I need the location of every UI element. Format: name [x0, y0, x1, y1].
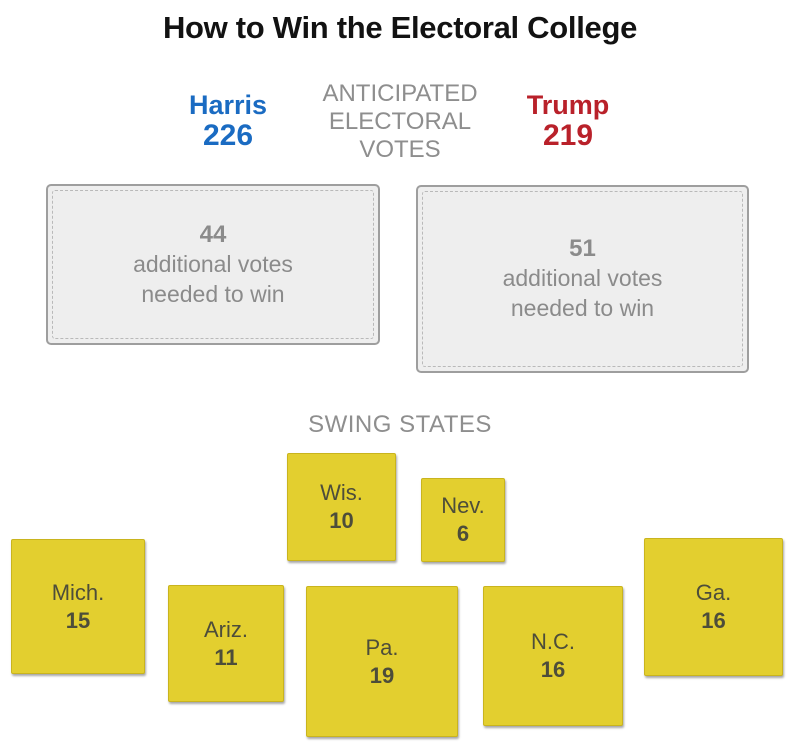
harris-name: Harris	[188, 90, 268, 120]
state-name: Nev.	[441, 493, 485, 518]
state-name: Mich.	[51, 579, 105, 605]
harris-needed-text-line1: additional votes	[133, 250, 293, 277]
trump-needed-text-line2: needed to win	[510, 295, 655, 321]
state-tile-nevada[interactable]: Nev. 6	[421, 478, 505, 562]
anticipated-label-line: VOTES	[359, 136, 441, 163]
state-electoral-votes: 19	[369, 662, 395, 688]
harris-needed-text-line2: needed to win	[141, 280, 285, 307]
anticipated-electoral-votes-label: ANTICIPATED ELECTORAL VOTES	[290, 80, 510, 164]
state-name: N.C.	[531, 629, 575, 654]
harris-votes: 226	[202, 119, 254, 152]
harris-summary: Harris 226	[168, 90, 288, 152]
state-tile-arizona[interactable]: Ariz. 11	[168, 585, 284, 702]
trump-name: Trump	[526, 90, 610, 120]
state-electoral-votes: 6	[456, 521, 470, 546]
anticipated-label-line: ANTICIPATED	[322, 80, 478, 107]
harris-votes-needed-box: 44 additional votes needed to win	[46, 184, 380, 345]
state-electoral-votes: 16	[701, 608, 726, 633]
state-name: Ariz.	[204, 616, 248, 642]
page-title: How to Win the Electoral College	[162, 10, 638, 45]
state-tile-georgia[interactable]: Ga. 16	[644, 538, 783, 676]
swing-states-heading: SWING STATES	[308, 411, 492, 438]
trump-votes-needed: 51	[569, 235, 596, 262]
state-name: Wis.	[320, 480, 363, 505]
anticipated-label-line: ELECTORAL	[328, 108, 472, 135]
state-electoral-votes: 15	[65, 607, 91, 633]
trump-votes: 219	[542, 119, 594, 152]
trump-needed-text-line1: additional votes	[502, 265, 663, 291]
trump-summary: Trump 219	[508, 90, 628, 152]
state-electoral-votes: 11	[214, 644, 238, 670]
state-tile-north-carolina[interactable]: N.C. 16	[483, 586, 623, 726]
trump-votes-needed-box: 51 additional votes needed to win	[416, 185, 749, 373]
state-tile-michigan[interactable]: Mich. 15	[11, 539, 145, 674]
state-tile-pennsylvania[interactable]: Pa. 19	[306, 586, 458, 737]
state-electoral-votes: 16	[540, 657, 566, 682]
state-tile-wisconsin[interactable]: Wis. 10	[287, 453, 396, 561]
state-electoral-votes: 10	[329, 508, 354, 533]
state-name: Ga.	[695, 580, 732, 605]
state-name: Pa.	[365, 634, 399, 660]
harris-votes-needed: 44	[199, 220, 227, 248]
